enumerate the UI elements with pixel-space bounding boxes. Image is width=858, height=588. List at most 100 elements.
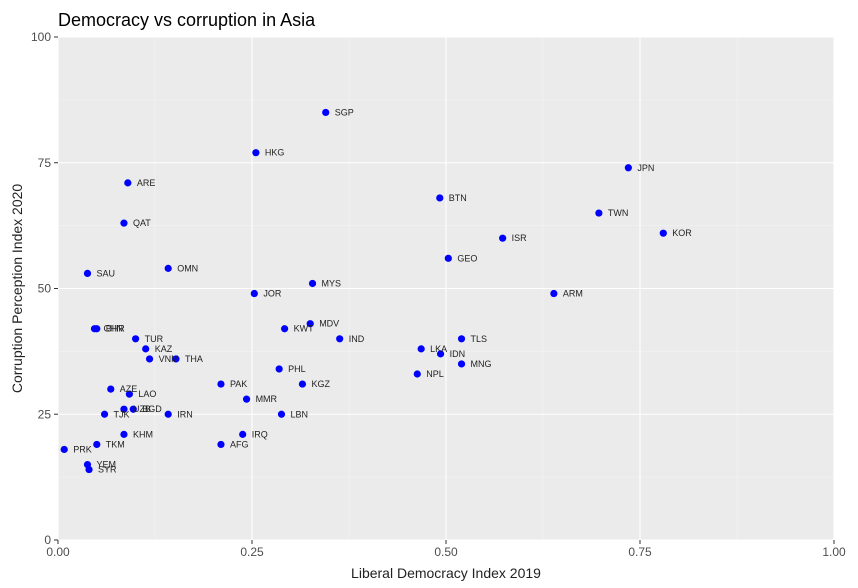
point-label: AZE bbox=[120, 384, 138, 394]
point-labels: SGP HKG JPN ARE BTN TWN QAT KOR ISR GEO OMN SAU MYS J… bbox=[73, 107, 692, 474]
point-label: SYR bbox=[98, 465, 117, 475]
point-label: BTN bbox=[449, 193, 467, 203]
y-axis-ticks: 0 25 50 75 100 bbox=[31, 30, 58, 547]
data-point bbox=[275, 365, 283, 373]
data-point bbox=[280, 325, 289, 333]
point-label: SAU bbox=[96, 268, 115, 278]
data-point bbox=[239, 430, 247, 438]
data-point bbox=[93, 440, 101, 449]
data-point bbox=[125, 390, 133, 398]
data-point bbox=[444, 254, 452, 262]
data-point bbox=[306, 320, 314, 328]
data-point bbox=[164, 410, 172, 418]
data-point bbox=[417, 345, 425, 353]
data-point bbox=[120, 405, 128, 413]
data-point bbox=[124, 179, 132, 187]
data-point bbox=[107, 385, 115, 393]
point-label: TJK bbox=[114, 409, 130, 419]
point-label: VNM bbox=[159, 354, 179, 364]
data-point bbox=[100, 410, 109, 418]
data-point bbox=[217, 440, 225, 449]
x-axis-ticks: 0.00 0.25 0.50 0.75 1.00 bbox=[46, 540, 846, 559]
point-label: TLS bbox=[471, 334, 488, 344]
y-tick-label: 50 bbox=[38, 282, 52, 296]
x-tick-label: 0.50 bbox=[434, 545, 458, 559]
data-point bbox=[252, 149, 260, 157]
data-point bbox=[277, 410, 286, 418]
point-label: KAZ bbox=[155, 344, 173, 354]
data-point bbox=[83, 269, 92, 278]
x-tick-label: 0.75 bbox=[628, 545, 652, 559]
data-point bbox=[85, 465, 93, 474]
x-tick-label: 1.00 bbox=[822, 545, 846, 559]
data-point bbox=[436, 350, 445, 358]
point-label: OMN bbox=[177, 263, 198, 273]
chart-title: Democracy vs corruption in Asia bbox=[58, 10, 316, 30]
point-label: TKM bbox=[106, 439, 125, 449]
point-label: GEO bbox=[457, 253, 477, 263]
data-point bbox=[413, 370, 421, 378]
point-label: KWT bbox=[294, 324, 314, 334]
data-point bbox=[457, 335, 466, 343]
point-label: LBN bbox=[290, 409, 308, 419]
data-point bbox=[142, 345, 150, 353]
point-label: BHR bbox=[106, 324, 126, 334]
y-tick-label: 0 bbox=[44, 533, 51, 547]
point-label: TUR bbox=[145, 334, 164, 344]
x-tick-label: 0.25 bbox=[240, 545, 264, 559]
data-point bbox=[129, 405, 137, 413]
data-point bbox=[322, 108, 330, 117]
point-label: MDV bbox=[319, 319, 339, 329]
data-point bbox=[595, 209, 603, 217]
point-label: LKA bbox=[430, 344, 447, 354]
point-label: MNG bbox=[471, 359, 492, 369]
point-label: AFG bbox=[230, 439, 249, 449]
data-point bbox=[624, 164, 632, 172]
point-label: MYS bbox=[322, 278, 342, 288]
data-point bbox=[120, 219, 128, 227]
y-axis-title: Corruption Perception Index 2020 bbox=[9, 184, 25, 394]
point-label: JOR bbox=[263, 289, 282, 299]
data-point bbox=[120, 430, 128, 438]
y-tick-label: 100 bbox=[31, 30, 51, 44]
point-label: NPL bbox=[426, 369, 444, 379]
point-label: QAT bbox=[133, 218, 151, 228]
point-label: JPN bbox=[637, 163, 654, 173]
point-label: MMR bbox=[256, 394, 278, 404]
point-label: ARE bbox=[137, 178, 156, 188]
data-point bbox=[145, 355, 154, 363]
data-point bbox=[172, 355, 180, 363]
point-label: IRQ bbox=[252, 429, 268, 439]
point-label: PAK bbox=[230, 379, 247, 389]
point-label: IDN bbox=[450, 349, 466, 359]
data-point bbox=[336, 335, 344, 343]
point-label: IRN bbox=[177, 409, 193, 419]
point-label: LAO bbox=[138, 389, 156, 399]
point-label: ISR bbox=[512, 233, 528, 243]
data-point bbox=[436, 194, 444, 202]
point-label: THA bbox=[185, 354, 203, 364]
data-point bbox=[60, 445, 68, 454]
point-label: KHM bbox=[133, 429, 153, 439]
point-label: TWN bbox=[608, 208, 629, 218]
data-point bbox=[164, 264, 172, 272]
data-point bbox=[308, 279, 317, 288]
data-point bbox=[550, 289, 558, 298]
y-tick-label: 25 bbox=[38, 407, 52, 421]
point-label: YEM bbox=[96, 460, 116, 470]
point-label: PHL bbox=[288, 364, 306, 374]
data-point bbox=[217, 380, 225, 388]
data-point bbox=[132, 335, 140, 343]
point-label: KGZ bbox=[311, 379, 330, 389]
point-label: SGP bbox=[335, 107, 354, 117]
data-point bbox=[457, 360, 466, 368]
point-label: HKG bbox=[265, 148, 285, 158]
data-point bbox=[93, 325, 101, 333]
point-label: PRK bbox=[73, 444, 92, 454]
point-label: UZB bbox=[133, 404, 151, 414]
data-points bbox=[60, 108, 667, 474]
point-label: CHN bbox=[103, 324, 123, 334]
point-label: BGD bbox=[142, 404, 162, 414]
x-tick-label: 0.00 bbox=[46, 545, 70, 559]
